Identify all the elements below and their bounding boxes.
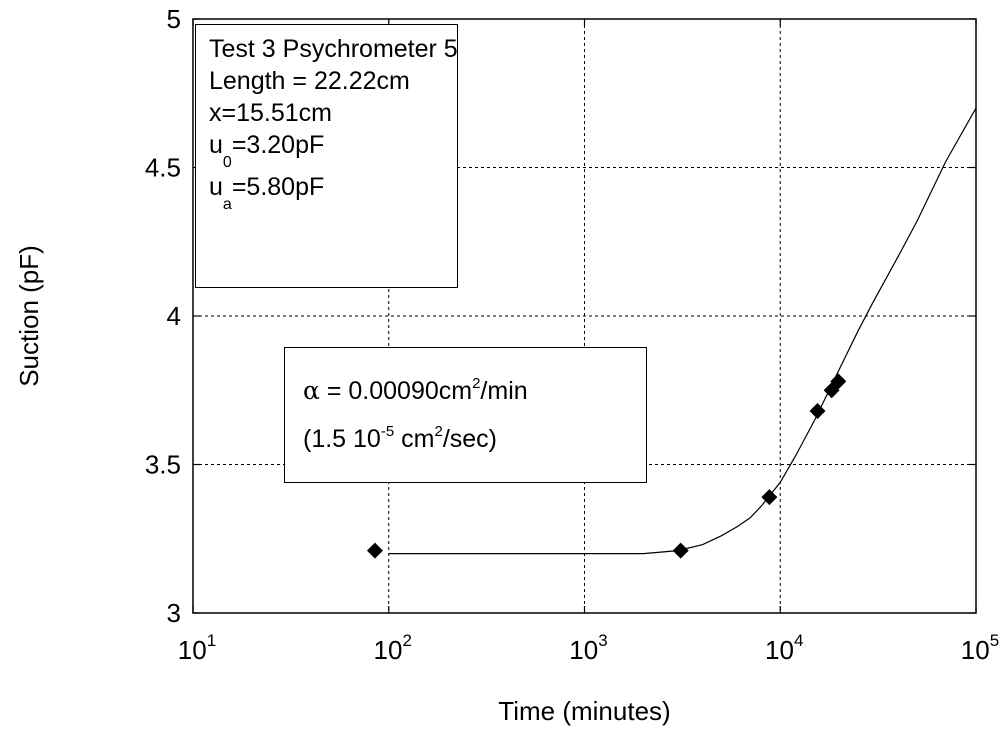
ua-subscript: a bbox=[222, 196, 232, 213]
alpha-line: α = 0.00090cm2/min bbox=[303, 370, 646, 418]
x-tick-base: 10 bbox=[178, 635, 207, 665]
x-tick-exponent: 1 bbox=[207, 631, 216, 650]
x-tick-base: 10 bbox=[374, 635, 403, 665]
x-tick-exponent: 2 bbox=[402, 631, 411, 650]
data-point-diamond bbox=[830, 373, 847, 390]
alpha-value: = 0.00090cm bbox=[319, 377, 473, 405]
x-tick-exponent: 4 bbox=[794, 631, 803, 650]
u0-subscript: 0 bbox=[222, 154, 232, 171]
info-line-u0: u0=3.20pF bbox=[209, 129, 457, 171]
alpha-si-unit: cm bbox=[394, 425, 435, 453]
alpha-symbol: α bbox=[303, 376, 320, 405]
alpha-si-exponent: -5 bbox=[380, 423, 395, 440]
y-tick-label: 4 bbox=[167, 301, 181, 331]
x-axis-title: Time (minutes) bbox=[498, 696, 670, 726]
x-tick-label: 103 bbox=[569, 631, 607, 665]
y-tick-label: 3.5 bbox=[145, 450, 181, 480]
alpha-unit-tail: /min bbox=[480, 377, 528, 405]
u0-symbol: u bbox=[209, 131, 223, 159]
data-point-diamond bbox=[809, 403, 826, 420]
diffusivity-annotation: α = 0.00090cm2/min (1.5 10-5 cm2/sec) bbox=[284, 347, 647, 483]
info-line-ua: ua=5.80pF bbox=[209, 171, 457, 213]
data-point-diamond bbox=[761, 489, 778, 506]
x-tick-label: 101 bbox=[178, 631, 216, 665]
y-axis-title: Suction (pF) bbox=[14, 245, 44, 387]
alpha-unit-exponent: 2 bbox=[472, 375, 481, 392]
data-markers bbox=[366, 373, 847, 559]
fit-curve bbox=[388, 107, 977, 555]
ua-symbol: u bbox=[209, 173, 223, 201]
x-tick-base: 10 bbox=[961, 635, 990, 665]
u0-value: =3.20pF bbox=[231, 131, 325, 159]
x-tick-exponent: 5 bbox=[990, 631, 999, 650]
alpha-si-line: (1.5 10-5 cm2/sec) bbox=[303, 418, 646, 466]
x-tick-base: 10 bbox=[569, 635, 598, 665]
ua-value: =5.80pF bbox=[231, 173, 325, 201]
y-tick-label: 5 bbox=[167, 4, 181, 34]
y-tick-label: 4.5 bbox=[145, 153, 181, 183]
x-tick-exponent: 3 bbox=[598, 631, 607, 650]
fit-curve-layer bbox=[388, 107, 977, 555]
y-tick-label: 3 bbox=[167, 598, 181, 628]
data-point-diamond bbox=[672, 542, 689, 559]
alpha-si-unit-tail: /sec) bbox=[442, 425, 497, 453]
alpha-si-unit-exponent: 2 bbox=[434, 423, 443, 440]
test-info-annotation: Test 3 Psychrometer 5 Length = 22.22cm x… bbox=[195, 24, 458, 288]
x-tick-label: 105 bbox=[961, 631, 999, 665]
info-line-x: x=15.51cm bbox=[209, 99, 332, 127]
alpha-si-value: (1.5 10 bbox=[303, 425, 381, 453]
data-point-diamond bbox=[366, 542, 383, 559]
info-line-test: Test 3 Psychrometer 5 bbox=[209, 35, 458, 63]
info-line-length: Length = 22.22cm bbox=[209, 67, 410, 95]
x-tick-label: 104 bbox=[765, 631, 803, 665]
x-tick-label: 102 bbox=[374, 631, 412, 665]
x-tick-base: 10 bbox=[765, 635, 794, 665]
